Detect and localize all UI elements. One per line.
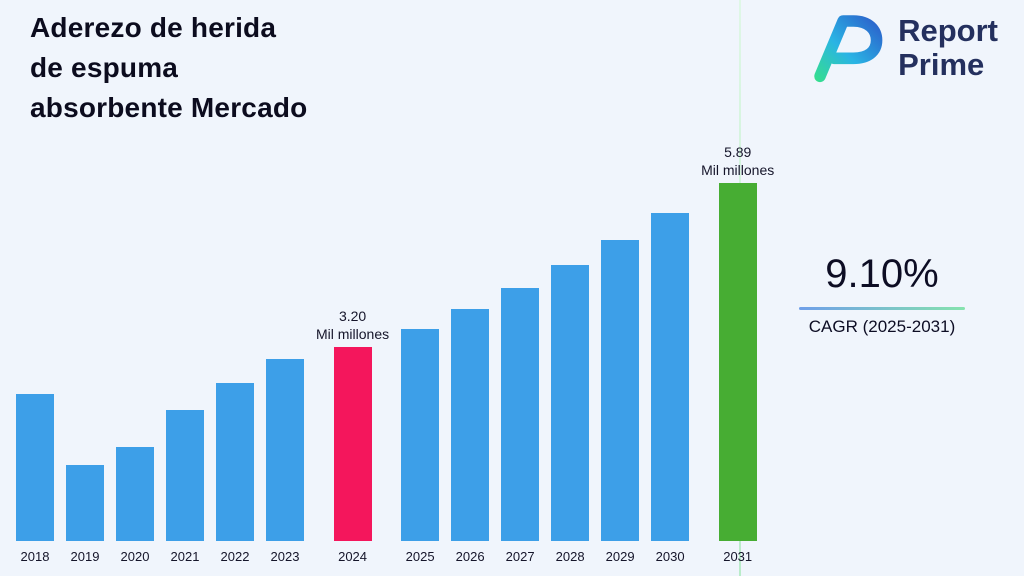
bar-column: 2022 xyxy=(216,383,254,564)
bar-column: 2026 xyxy=(451,309,490,564)
year-label: 2026 xyxy=(455,549,485,564)
bar xyxy=(266,359,304,541)
title-line: de espuma xyxy=(30,52,179,83)
cagr-underline xyxy=(799,307,965,310)
logo-word-prime: Prime xyxy=(898,47,985,82)
cagr-block: 9.10% CAGR (2025-2031) xyxy=(740,252,1024,337)
bar-chart: 2018 2019 2020 2021 2022 2023 3.20 Mil millones… xyxy=(16,143,774,564)
bar-column: 2028 xyxy=(551,265,590,564)
bar xyxy=(501,288,540,541)
logo-word-report: Report xyxy=(898,13,998,48)
bar-column: 2030 xyxy=(651,213,690,564)
bar xyxy=(651,213,690,541)
year-label: 2024 xyxy=(338,549,368,564)
year-label: 2021 xyxy=(170,549,200,564)
bar-column: 2020 xyxy=(116,447,154,564)
title-line: Aderezo de herida xyxy=(30,12,277,43)
bar xyxy=(166,410,204,541)
bar-column: 2019 xyxy=(66,465,104,564)
year-label: 2020 xyxy=(120,549,150,564)
year-label: 2022 xyxy=(220,549,250,564)
bar-column: 2025 xyxy=(401,329,440,564)
bar xyxy=(216,383,254,541)
bar xyxy=(718,183,757,541)
bar-column: 2018 xyxy=(16,394,54,564)
year-label: 2028 xyxy=(555,549,585,564)
bar xyxy=(551,265,590,541)
bar-column: 2027 xyxy=(501,288,540,564)
bar xyxy=(601,240,640,541)
bar xyxy=(66,465,104,541)
report-prime-logo-icon xyxy=(814,15,883,83)
bar xyxy=(451,309,490,541)
bar-column: 3.20 Mil millones 2024 xyxy=(316,307,389,564)
title-line: absorbente Mercado xyxy=(30,92,308,123)
bar xyxy=(333,347,372,541)
bar-column: 2029 xyxy=(601,240,640,564)
year-label: 2019 xyxy=(70,549,100,564)
bar xyxy=(116,447,154,541)
cagr-label: CAGR (2025-2031) xyxy=(808,317,956,336)
bar xyxy=(16,394,54,541)
year-label: 2018 xyxy=(20,549,50,564)
year-label: 2027 xyxy=(505,549,535,564)
cagr-value: 9.10% xyxy=(825,252,939,296)
year-label: 2030 xyxy=(655,549,685,564)
bar-column: 2021 xyxy=(166,410,204,564)
year-label: 2023 xyxy=(270,549,300,564)
year-label: 2029 xyxy=(605,549,635,564)
page-title: Aderezo de herida de espuma absorbente M… xyxy=(30,8,307,128)
bar-value-label: 5.89 Mil millones xyxy=(701,144,775,178)
bar xyxy=(401,329,440,541)
brand-logo: Report Prime xyxy=(808,12,998,84)
year-label: 2031 xyxy=(723,549,753,564)
year-label: 2025 xyxy=(405,549,435,564)
bar-column: 5.89 Mil millones 2031 xyxy=(701,143,774,564)
logo-wordmark: Report Prime xyxy=(898,14,998,82)
bar-column: 2023 xyxy=(266,359,304,564)
bar-value-label: 3.20 Mil millones xyxy=(316,308,390,342)
